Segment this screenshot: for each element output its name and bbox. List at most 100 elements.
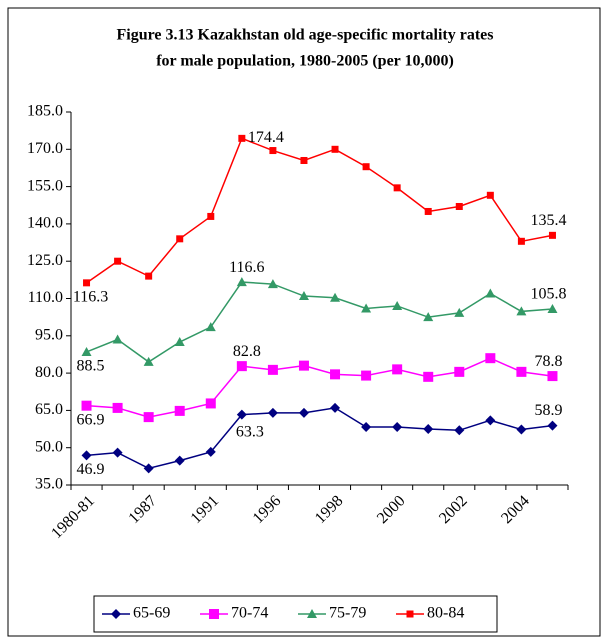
data-point bbox=[174, 455, 185, 466]
data-point bbox=[485, 353, 496, 364]
y-tick-label: 65.0 bbox=[35, 401, 63, 418]
data-point bbox=[145, 272, 153, 280]
y-tick-label: 80.0 bbox=[35, 364, 63, 381]
data-point bbox=[83, 279, 91, 287]
data-point bbox=[361, 422, 372, 433]
data-point bbox=[267, 407, 278, 418]
data-point bbox=[236, 277, 247, 287]
y-tick-label: 110.0 bbox=[28, 289, 63, 306]
legend-label: 80-84 bbox=[427, 605, 464, 622]
data-point bbox=[298, 360, 309, 371]
data-point bbox=[392, 364, 403, 375]
data-point bbox=[81, 346, 92, 356]
data-point bbox=[112, 334, 123, 344]
series-line bbox=[86, 407, 553, 470]
data-point bbox=[143, 412, 154, 423]
data-point bbox=[269, 147, 277, 155]
y-tick-label: 140.0 bbox=[27, 215, 63, 232]
legend-marker bbox=[406, 610, 414, 618]
data-point bbox=[300, 156, 308, 164]
data-point bbox=[361, 303, 372, 313]
data-label: 78.8 bbox=[534, 353, 562, 370]
data-point bbox=[547, 303, 558, 313]
data-point bbox=[516, 366, 527, 377]
legend-label: 70-74 bbox=[231, 605, 268, 622]
data-point bbox=[81, 450, 92, 461]
data-label: 116.3 bbox=[73, 289, 108, 306]
data-point bbox=[423, 312, 434, 322]
y-tick-label: 155.0 bbox=[27, 177, 63, 194]
data-point bbox=[454, 366, 465, 377]
data-point bbox=[331, 145, 339, 153]
y-tick-label: 95.0 bbox=[35, 326, 63, 343]
data-point bbox=[298, 291, 309, 301]
data-point bbox=[174, 337, 185, 347]
data-point bbox=[330, 292, 341, 302]
y-tick-label: 50.0 bbox=[35, 438, 63, 455]
data-point bbox=[486, 191, 494, 199]
data-label: 174.4 bbox=[248, 129, 284, 146]
data-point bbox=[238, 134, 246, 142]
y-tick-label: 185.0 bbox=[27, 103, 63, 120]
data-point bbox=[174, 405, 185, 416]
legend-marker bbox=[209, 609, 219, 619]
chart-border bbox=[7, 7, 601, 637]
data-point bbox=[455, 202, 463, 210]
data-point bbox=[205, 398, 216, 409]
data-point bbox=[205, 446, 216, 457]
legend-marker bbox=[111, 609, 121, 619]
y-tick-label: 170.0 bbox=[27, 140, 63, 157]
data-point bbox=[267, 279, 278, 289]
data-point bbox=[423, 371, 434, 382]
data-label: 82.8 bbox=[233, 343, 261, 360]
data-point bbox=[454, 425, 465, 436]
chart-title: Figure 3.13 Kazakhstan old age-specific … bbox=[117, 27, 494, 44]
data-point bbox=[176, 235, 184, 243]
data-point bbox=[298, 407, 309, 418]
data-point bbox=[143, 463, 154, 474]
series-line bbox=[86, 357, 553, 418]
data-point bbox=[424, 207, 432, 215]
data-point bbox=[112, 447, 123, 458]
data-label: 135.4 bbox=[530, 212, 566, 229]
data-point bbox=[393, 184, 401, 192]
data-point bbox=[454, 307, 465, 317]
data-point bbox=[392, 422, 403, 433]
data-point bbox=[516, 424, 527, 435]
data-label: 105.8 bbox=[530, 286, 566, 303]
data-label: 63.3 bbox=[236, 423, 264, 440]
series-line bbox=[86, 281, 553, 363]
data-point bbox=[143, 356, 154, 366]
data-point bbox=[330, 402, 341, 413]
y-tick-label: 125.0 bbox=[27, 252, 63, 269]
data-point bbox=[516, 306, 527, 316]
legend-label: 75-79 bbox=[329, 605, 366, 622]
chart-subtitle: for male population, 1980-2005 (per 10,0… bbox=[156, 53, 454, 70]
data-point bbox=[485, 415, 496, 426]
data-point bbox=[267, 364, 278, 375]
series-line bbox=[86, 137, 553, 284]
data-point bbox=[236, 409, 247, 420]
data-point bbox=[423, 424, 434, 435]
data-label: 66.9 bbox=[77, 411, 105, 428]
data-point bbox=[361, 370, 372, 381]
data-point bbox=[547, 420, 558, 431]
data-point bbox=[236, 361, 247, 372]
data-point bbox=[547, 371, 558, 382]
data-label: 88.5 bbox=[77, 358, 105, 375]
legend-label: 65-69 bbox=[133, 605, 170, 622]
data-point bbox=[362, 163, 370, 171]
data-point bbox=[207, 212, 215, 220]
data-label: 46.9 bbox=[77, 461, 105, 478]
data-point bbox=[81, 400, 92, 411]
data-point bbox=[205, 322, 216, 332]
data-label: 58.9 bbox=[534, 402, 562, 419]
data-point bbox=[392, 300, 403, 310]
data-point bbox=[112, 402, 123, 413]
data-point bbox=[330, 369, 341, 380]
data-point bbox=[548, 231, 556, 239]
data-point bbox=[114, 257, 122, 265]
data-point bbox=[517, 237, 525, 245]
data-point bbox=[485, 288, 496, 298]
